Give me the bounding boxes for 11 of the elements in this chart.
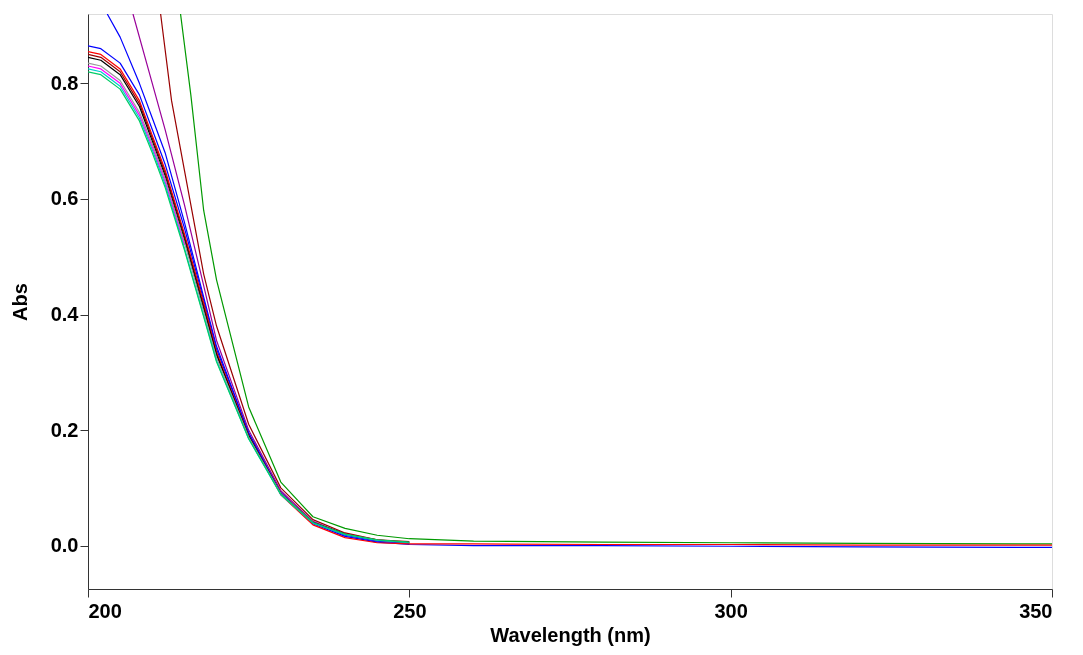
x-axis-title: Wavelength (nm) (490, 623, 651, 646)
y-tick-label: 0.0 (50, 534, 79, 557)
x-tick-label: 250 (393, 599, 427, 622)
x-tick-label: 300 (714, 599, 748, 622)
x-tick-label: 350 (1019, 599, 1053, 622)
y-tick-label: 0.4 (50, 303, 80, 325)
y-axis-title: Abs (8, 283, 31, 321)
y-tick-label: 0.6 (50, 187, 79, 210)
x-tick-label: 200 (88, 599, 122, 622)
y-tick-label: 0.2 (50, 418, 79, 441)
y-tick-label: 0.8 (50, 71, 79, 94)
